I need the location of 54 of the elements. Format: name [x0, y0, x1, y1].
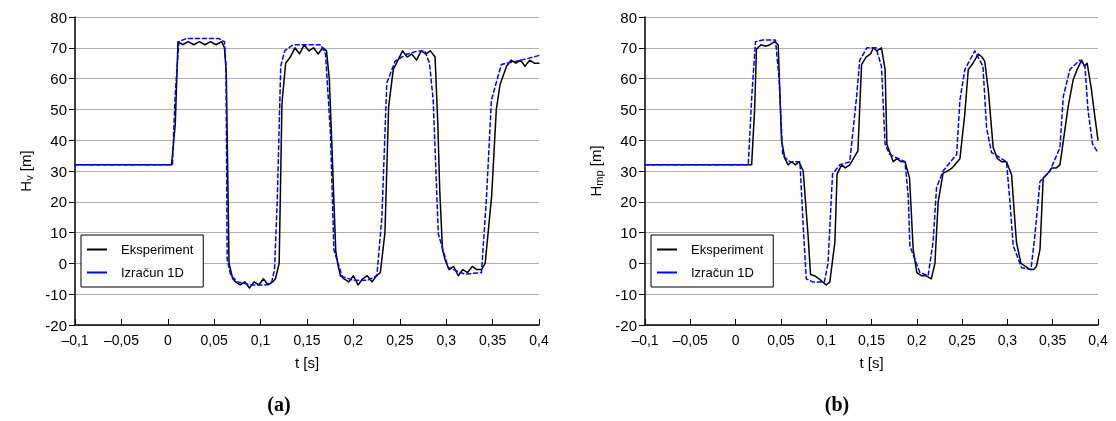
y-tick-label: 0 — [58, 254, 67, 272]
legend-label: Eksperiment — [691, 242, 764, 257]
x-tick-label: 0,3 — [436, 332, 457, 348]
y-tick-label: 30 — [620, 162, 637, 180]
legend-label: Izračun 1D — [121, 265, 184, 280]
legend-label: Eksperiment — [121, 242, 194, 257]
text: (a) — [267, 393, 291, 416]
x-tick-label: 0,4 — [1088, 332, 1108, 348]
y-tick-label: 70 — [620, 39, 637, 57]
y-tick-label: 20 — [50, 193, 67, 211]
y-axis-title: Hv [m] — [17, 150, 35, 192]
x-tick-label: 0,15 — [293, 332, 321, 348]
y-tick-label: 80 — [620, 8, 637, 26]
x-tick-label: 0,05 — [767, 332, 795, 348]
x-tick-label: 0,25 — [948, 332, 976, 348]
y-tick-label: 70 — [50, 39, 67, 57]
x-tick-label: 0,2 — [907, 332, 927, 348]
y-tick-label: -20 — [45, 316, 67, 334]
y-tick-label: 20 — [620, 193, 637, 211]
x-tick-label: 0,3 — [997, 332, 1018, 348]
x-tick-label: 0,05 — [200, 332, 229, 348]
y-tick-label: 50 — [620, 100, 637, 118]
y-tick-label: 60 — [620, 70, 637, 88]
text: (b) — [824, 393, 850, 416]
y-tick-label: 10 — [50, 224, 67, 242]
x-tick-label: –0,05 — [672, 332, 709, 348]
x-tick-label: 0,2 — [343, 332, 364, 348]
x-tick-label: 0,1 — [250, 332, 271, 348]
y-tick-label: 40 — [50, 131, 67, 149]
x-tick-label: –0,1 — [631, 332, 659, 348]
y-tick-label: 50 — [50, 100, 67, 118]
x-tick-label: 0,15 — [857, 332, 886, 348]
x-tick-label: 0,1 — [816, 332, 837, 348]
x-tick-label: 0,35 — [478, 332, 507, 348]
x-tick-label: 0 — [163, 332, 172, 348]
x-tick-label: 0,25 — [386, 332, 414, 348]
y-tick-label: 40 — [620, 131, 637, 149]
y-tick-label: 10 — [620, 224, 637, 242]
x-tick-label: 0,35 — [1039, 332, 1067, 348]
x-tick-label: –0,1 — [61, 332, 89, 348]
y-tick-label: -20 — [615, 316, 637, 334]
y-axis-title: Hmp [m] — [587, 145, 605, 197]
y-tick-label: -10 — [615, 285, 637, 303]
legend-label: Izračun 1D — [691, 265, 754, 280]
x-tick-label: 0,4 — [529, 332, 549, 348]
x-axis-title: t [s] — [294, 354, 320, 371]
y-tick-label: 0 — [628, 254, 637, 272]
y-tick-label: 30 — [50, 162, 67, 180]
x-tick-label: 0 — [731, 332, 740, 348]
x-axis-title: t [s] — [859, 354, 884, 371]
y-tick-label: -10 — [45, 285, 67, 303]
y-tick-label: 60 — [50, 70, 67, 88]
y-tick-label: 80 — [50, 8, 67, 26]
x-tick-label: –0,05 — [103, 332, 140, 348]
